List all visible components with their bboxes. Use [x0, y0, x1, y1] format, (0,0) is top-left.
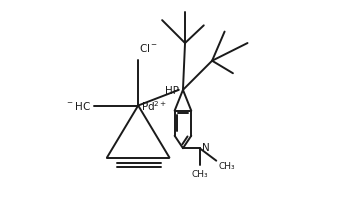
Text: $^-$HC: $^-$HC: [66, 100, 91, 112]
Text: N: N: [202, 143, 210, 153]
Text: CH₃: CH₃: [191, 170, 208, 179]
Text: Cl$^-$: Cl$^-$: [139, 42, 158, 54]
Text: Pd$^{2+}$: Pd$^{2+}$: [141, 99, 168, 113]
Text: CH₃: CH₃: [219, 162, 236, 171]
Text: HP: HP: [165, 85, 179, 96]
